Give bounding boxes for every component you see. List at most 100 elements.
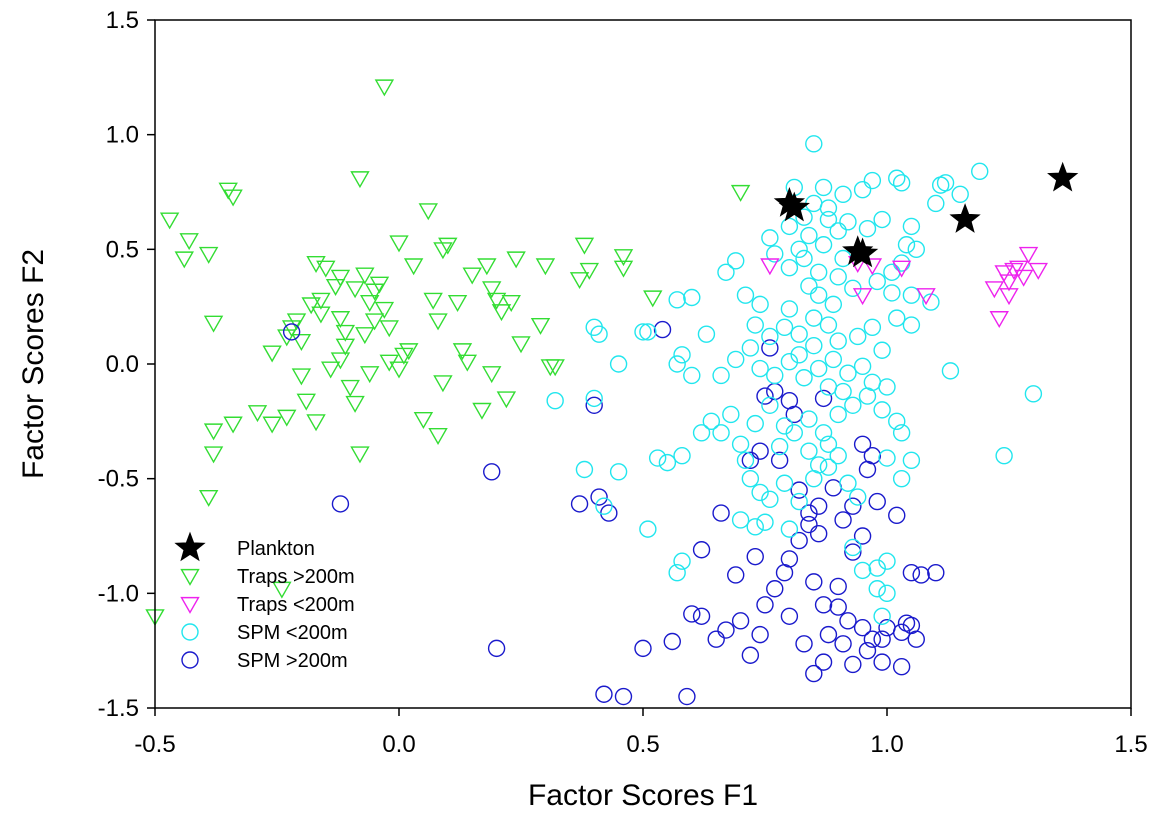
spm-200m-point xyxy=(834,185,852,203)
legend-marker xyxy=(180,596,200,614)
spm-200m-point xyxy=(873,607,891,625)
spm-200m-point xyxy=(483,463,501,481)
traps-200m-point xyxy=(428,428,448,446)
traps-200m-point xyxy=(511,336,531,354)
traps-200m-point xyxy=(399,343,419,361)
traps-200m-point xyxy=(989,311,1009,329)
spm-200m-point xyxy=(805,664,823,683)
traps-200m-point xyxy=(374,79,395,97)
spm-200m-point xyxy=(692,541,711,559)
points-layer xyxy=(145,79,1079,706)
legend-marker xyxy=(180,568,200,586)
x-tick-label: 0.5 xyxy=(626,731,659,758)
traps-200m-point xyxy=(203,315,224,333)
traps-200m-point xyxy=(477,258,497,276)
spm-200m-point xyxy=(727,350,745,369)
traps-200m-point xyxy=(457,354,478,372)
spm-200m-point xyxy=(648,449,667,467)
traps-200m-point xyxy=(452,343,473,361)
spm-200m-point xyxy=(892,254,911,272)
spm-200m-point xyxy=(902,286,921,304)
traps-200m-point xyxy=(433,375,453,393)
spm-200m-point xyxy=(892,658,911,676)
spm-200m-point xyxy=(683,605,701,623)
traps-200m-point xyxy=(330,311,351,329)
traps-200m-point xyxy=(203,423,224,441)
traps-200m-point xyxy=(223,189,243,207)
spm-200m-point xyxy=(731,435,750,453)
spm-200m-point xyxy=(683,288,701,307)
spm-200m-point xyxy=(751,295,769,314)
spm-200m-point xyxy=(839,213,857,231)
traps-200m-point xyxy=(916,288,936,306)
spm-200m-point xyxy=(819,458,838,476)
spm-200m-point xyxy=(868,580,886,598)
spm-200m-point xyxy=(853,181,872,199)
plankton-point xyxy=(949,203,981,233)
spm-200m-point xyxy=(883,284,901,302)
spm-200m-point xyxy=(756,387,774,405)
spm-200m-point xyxy=(809,456,828,474)
spm-200m-point xyxy=(736,286,755,304)
legend-label: Traps >200m xyxy=(237,566,355,588)
spm-200m-point xyxy=(853,527,872,545)
spm-200m-point xyxy=(775,417,794,435)
traps-200m-point xyxy=(320,361,341,379)
spm-200m-point xyxy=(795,249,813,268)
spm-200m-point xyxy=(727,566,745,584)
spm-200m-point xyxy=(902,316,921,334)
spm-200m-point xyxy=(614,687,633,706)
y-axis-title: Factor Scores F2 xyxy=(17,249,50,479)
spm-200m-point xyxy=(692,424,711,442)
spm-200m-point xyxy=(892,469,911,488)
spm-200m-point xyxy=(731,511,750,529)
spm-200m-point xyxy=(751,442,769,460)
spm-200m-point xyxy=(853,357,872,375)
spm-200m-point xyxy=(853,619,872,637)
spm-200m-point xyxy=(761,396,779,414)
spm-200m-point xyxy=(595,685,613,703)
spm-200m-point xyxy=(805,573,823,591)
plankton-point xyxy=(846,237,879,268)
spm-200m-point xyxy=(814,653,833,671)
spm-200m-point xyxy=(595,497,613,515)
spm-200m-point xyxy=(819,625,838,644)
legend-label: Traps <200m xyxy=(237,594,355,616)
spm-200m-point xyxy=(795,369,813,387)
spm-200m-point xyxy=(936,174,955,192)
traps-200m-point xyxy=(330,269,351,287)
traps-200m-point xyxy=(545,359,565,377)
legend-marker xyxy=(181,651,199,669)
traps-200m-point xyxy=(891,260,912,278)
spm-200m-point xyxy=(731,612,750,630)
traps-200m-point xyxy=(179,233,199,251)
spm-200m-point xyxy=(839,612,857,630)
traps-200m-point xyxy=(423,292,443,310)
traps-200m-point xyxy=(355,267,375,285)
traps-200m-point xyxy=(350,171,370,189)
spm-200m-point xyxy=(282,323,301,341)
spm-200m-point xyxy=(712,424,730,442)
spm-200m-point xyxy=(780,300,799,318)
spm-200m-point xyxy=(858,219,877,238)
traps-200m-point xyxy=(491,304,512,322)
spm-200m-point xyxy=(849,327,867,346)
traps-200m-point xyxy=(994,265,1014,283)
spm-200m-point xyxy=(829,447,847,465)
spm-200m-point xyxy=(668,563,686,582)
spm-200m-point xyxy=(873,210,891,229)
spm-200m-point xyxy=(780,520,799,538)
spm-200m-point xyxy=(814,389,833,408)
traps-200m-point xyxy=(852,288,873,306)
spm-200m-point xyxy=(751,483,769,502)
traps-200m-point xyxy=(1013,269,1034,287)
spm-200m-point xyxy=(844,543,862,561)
traps-200m-point xyxy=(413,411,434,429)
traps-200m-point xyxy=(389,235,409,253)
plankton-point xyxy=(1047,161,1079,192)
spm-200m-point xyxy=(570,495,589,513)
traps-200m-point xyxy=(496,391,517,409)
spm-200m-point xyxy=(790,481,808,499)
traps-200m-point xyxy=(862,258,883,276)
